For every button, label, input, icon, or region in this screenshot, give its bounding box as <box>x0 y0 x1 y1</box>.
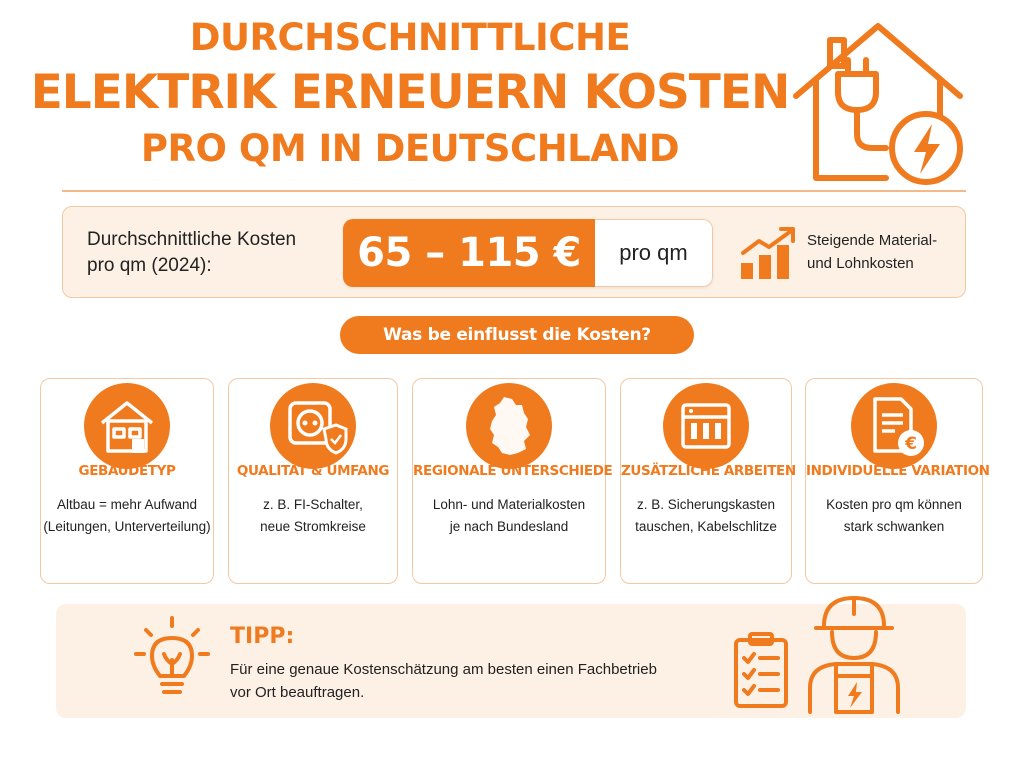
factor-icon-circle <box>84 383 170 469</box>
factor-title: Regionale Unterschiede <box>413 463 613 479</box>
factor-title: Individuelle Variation <box>806 463 990 479</box>
factor-description-line-1: z. B. FI-Schalter, <box>263 497 363 512</box>
tip-text-line-1: Für eine genaue Kostenschätzung am beste… <box>230 661 657 678</box>
factor-description-line-1: Lohn- und Materialkosten <box>432 497 586 512</box>
average-cost-panel: Durchschnittliche Kosten pro qm (2024): … <box>62 206 966 298</box>
title-line-2: Elektrik erneuern Kosten <box>30 65 791 120</box>
average-cost-label-line-1: Durchschnittliche Kosten <box>87 229 297 250</box>
factor-title: Qualität & Umfang <box>236 463 390 479</box>
factor-card-qualitaet: Qualität & Umfang z. B. FI-Schalter, neu… <box>228 378 398 584</box>
trend-note-line-1: Steigende Material- <box>807 232 938 249</box>
price-unit: pro qm <box>595 219 713 287</box>
factor-title: Zusätzliche Arbeiten <box>621 463 796 479</box>
house-plug-lightning-icon <box>793 23 963 185</box>
average-cost-label: Durchschnittliche Kosten pro qm (2024): <box>87 227 347 279</box>
factor-card-variation: € Individuelle Variation Kosten pro qm k… <box>805 378 990 584</box>
factor-description: z. B. FI-Schalter, neue Stromkreise <box>229 494 397 538</box>
average-cost-label-line-2: pro qm (2024): <box>87 255 212 276</box>
document-euro-icon: € <box>873 397 924 456</box>
tip-panel: TIPP: Für eine genaue Kostenschätzung am… <box>56 596 966 718</box>
germany-map-icon <box>490 397 530 455</box>
factor-description-line-2: (Leitungen, Unterverteilung) <box>43 519 211 534</box>
factor-description-line-2: stark schwanken <box>843 519 945 534</box>
trend-note: Steigende Material- und Lohnkosten <box>807 229 967 275</box>
factors-heading: Was be einflusst die Kosten? <box>340 316 694 354</box>
factor-description-line-2: neue Stromkreise <box>260 519 366 534</box>
factor-description: Lohn- und Materialkosten je nach Bundesl… <box>413 494 605 538</box>
factor-card-regional: Regionale Unterschiede Lohn- und Materia… <box>412 378 613 584</box>
factor-card-zusaetzlich: Zusätzliche Arbeiten z. B. Sicherungskas… <box>620 378 796 584</box>
factor-description-line-1: Altbau = mehr Aufwand <box>57 497 197 512</box>
factor-description: z. B. Sicherungskasten tauschen, Kabelsc… <box>621 494 791 538</box>
tip-text-line-2: vor Ort beauftragen. <box>230 684 365 701</box>
building-icon <box>100 401 154 453</box>
factor-description: Kosten pro qm können stark schwanken <box>806 494 982 538</box>
factor-description-line-2: je nach Bundesland <box>449 519 569 534</box>
rising-bar-chart-icon <box>741 227 795 279</box>
svg-text:€: € <box>904 434 917 454</box>
factor-description-line-1: z. B. Sicherungskasten <box>636 497 776 512</box>
factor-card-gebaeudetyp: Gebäudetyp Altbau = mehr Aufwand (Leitun… <box>40 378 214 584</box>
electrician-clipboard-icon <box>734 596 900 714</box>
factor-description: Altbau = mehr Aufwand (Leitungen, Unterv… <box>41 494 213 538</box>
factor-icon-circle <box>663 383 749 469</box>
title-line-1: Durchschnittliche <box>189 16 631 59</box>
page-title: Durchschnittliche Elektrik erneuern Kost… <box>0 12 820 176</box>
fuse-box-icon <box>681 403 731 449</box>
lightbulb-icon <box>134 616 210 694</box>
title-divider <box>62 190 966 192</box>
tip-text: Für eine genaue Kostenschätzung am beste… <box>230 658 750 704</box>
factor-title: Gebäudetyp <box>78 463 176 479</box>
trend-note-line-2: und Lohnkosten <box>807 255 914 272</box>
tip-title: TIPP: <box>230 624 295 649</box>
price-range-badge: 65 – 115 € pro qm <box>343 219 713 287</box>
title-line-3: pro qm in Deutschland <box>140 127 680 170</box>
factor-icon-circle <box>270 383 356 469</box>
socket-shield-icon <box>288 401 348 455</box>
factor-description-line-2: tauschen, Kabelschlitze <box>635 519 777 534</box>
factor-description-line-1: Kosten pro qm können <box>826 497 962 512</box>
factor-icon-circle: € <box>851 383 937 469</box>
factor-icon-circle <box>466 383 552 469</box>
price-range-value: 65 – 115 € <box>343 219 595 287</box>
